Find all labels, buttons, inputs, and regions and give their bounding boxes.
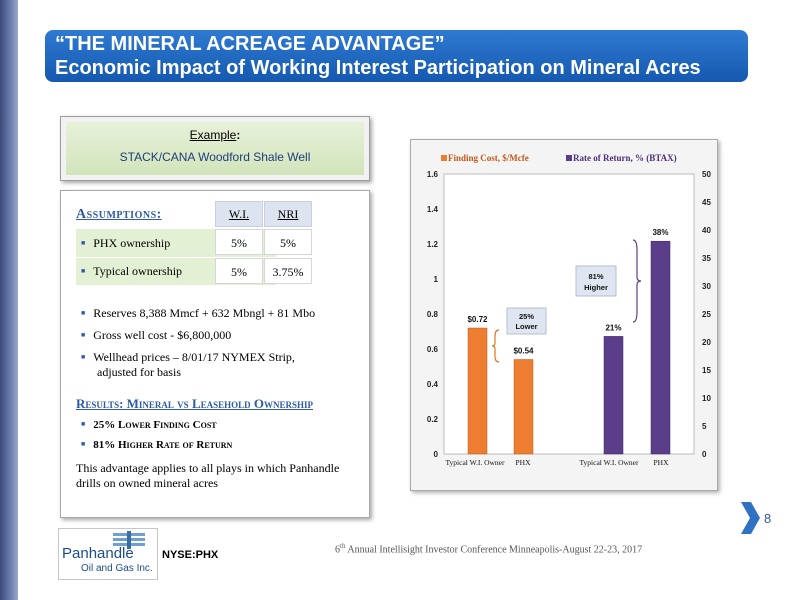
lower-callout-box <box>506 307 547 335</box>
y-right-tick-label: 30 <box>702 282 711 291</box>
logo-subtext: Oil and Gas Inc. <box>81 563 153 574</box>
y-left-tick-label: 1 <box>434 275 439 284</box>
slide-subtitle: Economic Impact of Working Interest Part… <box>55 57 701 79</box>
closing-statement: This advantage applies to all plays in w… <box>76 461 340 490</box>
lower-callout-percent: 25% <box>519 312 534 321</box>
y-left-tick-label: 1.6 <box>427 170 439 179</box>
y-right-tick-label: 10 <box>702 394 711 403</box>
y-right-tick-label: 5 <box>702 422 707 431</box>
example-heading: Example: <box>66 128 364 142</box>
list-item: ■ Wellhead prices – 8/01/17 NYMEX Strip, <box>81 350 295 364</box>
list-item: ■ 25% Lower Finding Cost <box>81 419 217 431</box>
row-label-phx: ■ PHX ownership <box>81 236 171 250</box>
y-right-tick-label: 0 <box>702 450 707 459</box>
rate-of-return-bar <box>650 240 671 455</box>
example-box: Example: STACK/CANA Woodford Shale Well <box>60 116 370 181</box>
rate-of-return-data-label: 38% <box>652 228 668 237</box>
legend-finding-cost: Finding Cost, $/Mcfe <box>448 153 529 163</box>
rate-of-return-data-label: 21% <box>605 323 621 332</box>
higher-bracket <box>632 239 642 323</box>
phx-wi-cell: 5% <box>215 229 263 255</box>
list-item: ■ Gross well cost - $6,800,000 <box>81 328 232 342</box>
example-colon: : <box>236 128 241 142</box>
example-subtitle: STACK/CANA Woodford Shale Well <box>119 150 311 164</box>
assumptions-heading: Assumptions: <box>76 207 162 222</box>
x-category-label: PHX <box>515 458 531 467</box>
higher-callout-text: Higher <box>584 283 608 292</box>
lower-bracket <box>491 329 500 363</box>
finding-cost-data-label: $0.72 <box>467 315 488 324</box>
logo-text: Panhandle <box>62 545 134 562</box>
finding-cost-bar <box>513 359 534 455</box>
y-right-tick-label: 35 <box>702 254 711 263</box>
typical-wi-cell: 5% <box>215 258 263 284</box>
legend-swatch-rate-of-return <box>566 155 572 161</box>
y-right-tick-label: 20 <box>702 338 711 347</box>
wi-column-header: W.I. <box>215 201 263 227</box>
higher-callout-box <box>575 265 617 297</box>
slide-title: “THE MINERAL ACREAGE ADVANTAGE” <box>55 33 445 55</box>
y-right-tick-label: 45 <box>702 198 711 207</box>
company-logo: Panhandle Oil and Gas Inc. <box>58 528 158 580</box>
y-right-tick-label: 15 <box>702 366 711 375</box>
y-left-tick-label: 1.2 <box>427 240 439 249</box>
list-item-continuation: adjusted for basis <box>97 365 181 379</box>
example-label: Example <box>189 128 237 142</box>
lower-callout-text: Lower <box>515 322 537 331</box>
y-left-tick-label: 0.6 <box>427 345 439 354</box>
y-left-tick-label: 0 <box>434 450 439 459</box>
x-category-label: Typical W.I. Owner <box>579 458 639 467</box>
row-label-typical: ■ Typical ownership <box>81 264 183 278</box>
finding-cost-data-label: $0.54 <box>513 347 534 356</box>
legend-swatch-finding-cost <box>441 155 447 161</box>
nri-column-header: NRI <box>264 201 312 227</box>
y-left-tick-label: 0.8 <box>427 310 439 319</box>
logo-mark-icon <box>113 531 145 549</box>
list-item: ■ Reserves 8,388 Mmcf + 632 Mbngl + 81 Mb… <box>81 306 316 320</box>
legend-rate-of-return: Rate of Return, % (BTAX) <box>573 153 677 163</box>
phx-nri-cell: 5% <box>264 229 312 255</box>
typical-nri-cell: 3.75% <box>264 258 312 284</box>
example-panel: Example: STACK/CANA Woodford Shale Well <box>66 122 364 175</box>
list-item: ■ 81% Higher Rate of Return <box>81 439 233 451</box>
finding-cost-bar <box>467 327 488 455</box>
x-category-label: Typical W.I. Owner <box>445 458 505 467</box>
footer-conference: 6th Annual Intellisight Investor Confere… <box>335 542 643 556</box>
x-category-label: PHX <box>653 458 669 467</box>
y-right-tick-label: 40 <box>702 226 711 235</box>
y-right-tick-label: 25 <box>702 310 711 319</box>
page-number: 8 <box>764 511 772 526</box>
higher-callout-percent: 81% <box>588 272 603 281</box>
y-left-tick-label: 0.2 <box>427 415 439 424</box>
bar-chart: 0 0.2 0.4 0.6 0.8 1 1.2 1.4 1.6 0 5 10 15 20 25 30 35 40 4… <box>427 153 712 467</box>
y-right-tick-label: 50 <box>702 170 711 179</box>
y-left-tick-label: 1.4 <box>427 205 439 214</box>
chart-panel: 0 0.2 0.4 0.6 0.8 1 1.2 1.4 1.6 0 5 10 15 20 25 30 35 40 4… <box>410 139 718 491</box>
assumptions-box: Assumptions: W.I. NRI ■ PHX ownership 5% … <box>60 190 370 518</box>
chevron-right-icon[interactable] <box>739 500 761 536</box>
title-banner: “THE MINERAL ACREAGE ADVANTAGE” Economic… <box>45 30 748 82</box>
y-left-tick-label: 0.4 <box>427 380 439 389</box>
left-decorative-bar <box>0 0 18 600</box>
ticker-symbol: NYSE:PHX <box>162 549 219 561</box>
results-heading: Results: Mineral vs Leasehold Ownership <box>76 396 313 411</box>
rate-of-return-bar <box>603 336 624 455</box>
